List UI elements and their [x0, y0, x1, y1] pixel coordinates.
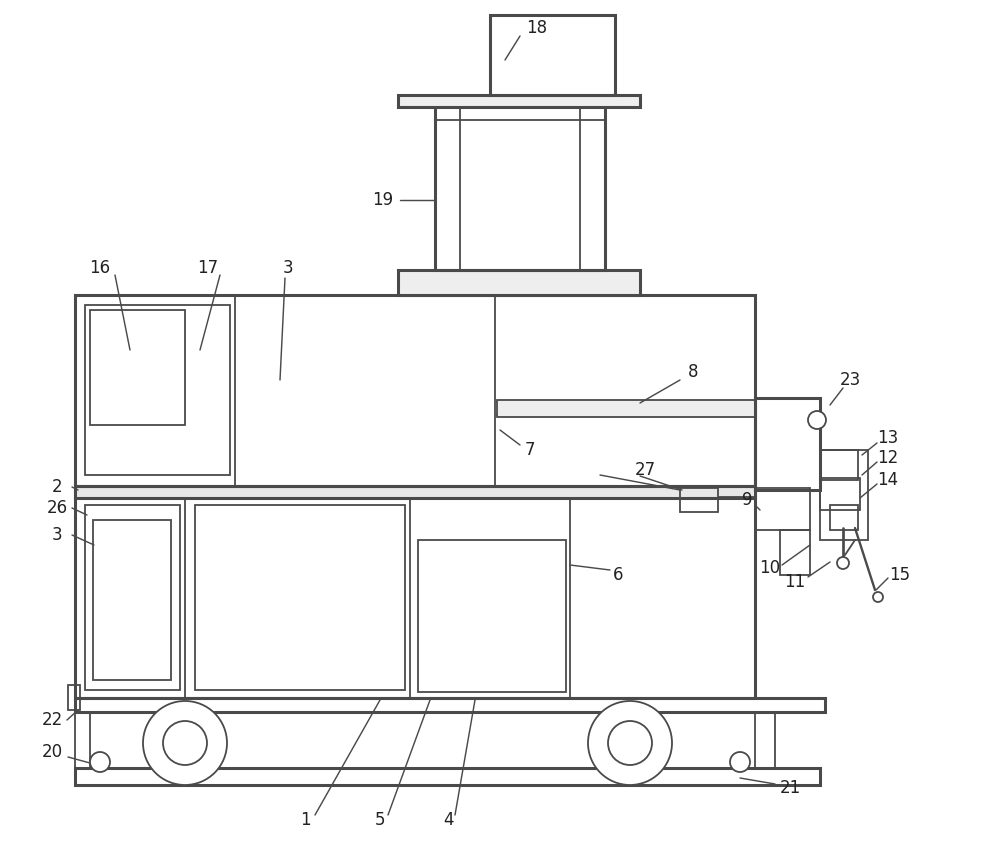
Circle shape — [588, 701, 672, 785]
Text: 1: 1 — [300, 811, 310, 829]
Text: 16: 16 — [89, 259, 111, 277]
Bar — [418, 540, 566, 692]
Text: 9: 9 — [742, 491, 752, 509]
Bar — [85, 505, 180, 690]
Bar — [820, 478, 860, 510]
Text: 13: 13 — [877, 429, 899, 447]
Text: 17: 17 — [197, 259, 219, 277]
Bar — [830, 505, 858, 530]
Bar — [90, 310, 185, 425]
Text: 27: 27 — [634, 461, 656, 479]
Text: 10: 10 — [759, 559, 781, 577]
Text: 3: 3 — [52, 526, 62, 544]
Bar — [75, 698, 825, 712]
Circle shape — [730, 752, 750, 772]
Circle shape — [873, 592, 883, 602]
Text: 8: 8 — [688, 363, 698, 381]
Bar — [398, 270, 640, 295]
Text: 18: 18 — [526, 19, 548, 37]
Bar — [75, 712, 90, 768]
Circle shape — [808, 411, 826, 429]
Bar — [93, 520, 171, 680]
Circle shape — [143, 701, 227, 785]
Bar — [68, 685, 80, 710]
Bar — [755, 398, 820, 490]
Bar — [755, 488, 810, 530]
Bar — [75, 295, 755, 486]
Bar — [820, 450, 858, 480]
Circle shape — [90, 752, 110, 772]
Text: 4: 4 — [443, 811, 453, 829]
Text: 26: 26 — [46, 499, 68, 517]
Text: 15: 15 — [889, 566, 911, 584]
Bar — [398, 95, 640, 107]
Circle shape — [837, 557, 849, 569]
Bar — [780, 530, 810, 575]
Bar — [680, 488, 718, 512]
Text: 21: 21 — [779, 779, 801, 797]
Bar — [75, 490, 755, 698]
Text: 5: 5 — [375, 811, 385, 829]
Text: 14: 14 — [877, 471, 899, 489]
Bar — [490, 15, 615, 95]
Text: 3: 3 — [283, 259, 293, 277]
Bar — [820, 450, 868, 540]
Bar — [85, 305, 230, 475]
Text: 23: 23 — [839, 371, 861, 389]
Text: 6: 6 — [613, 566, 623, 584]
Bar — [755, 712, 775, 768]
Text: 20: 20 — [41, 743, 63, 761]
Bar — [75, 486, 755, 498]
Bar — [75, 768, 820, 785]
Bar — [435, 100, 605, 270]
Text: 7: 7 — [525, 441, 535, 459]
Bar — [497, 400, 755, 417]
Bar — [195, 505, 405, 690]
Text: 22: 22 — [41, 711, 63, 729]
Text: 19: 19 — [372, 191, 394, 209]
Text: 2: 2 — [52, 478, 62, 496]
Text: 11: 11 — [784, 573, 806, 591]
Text: 12: 12 — [877, 449, 899, 467]
